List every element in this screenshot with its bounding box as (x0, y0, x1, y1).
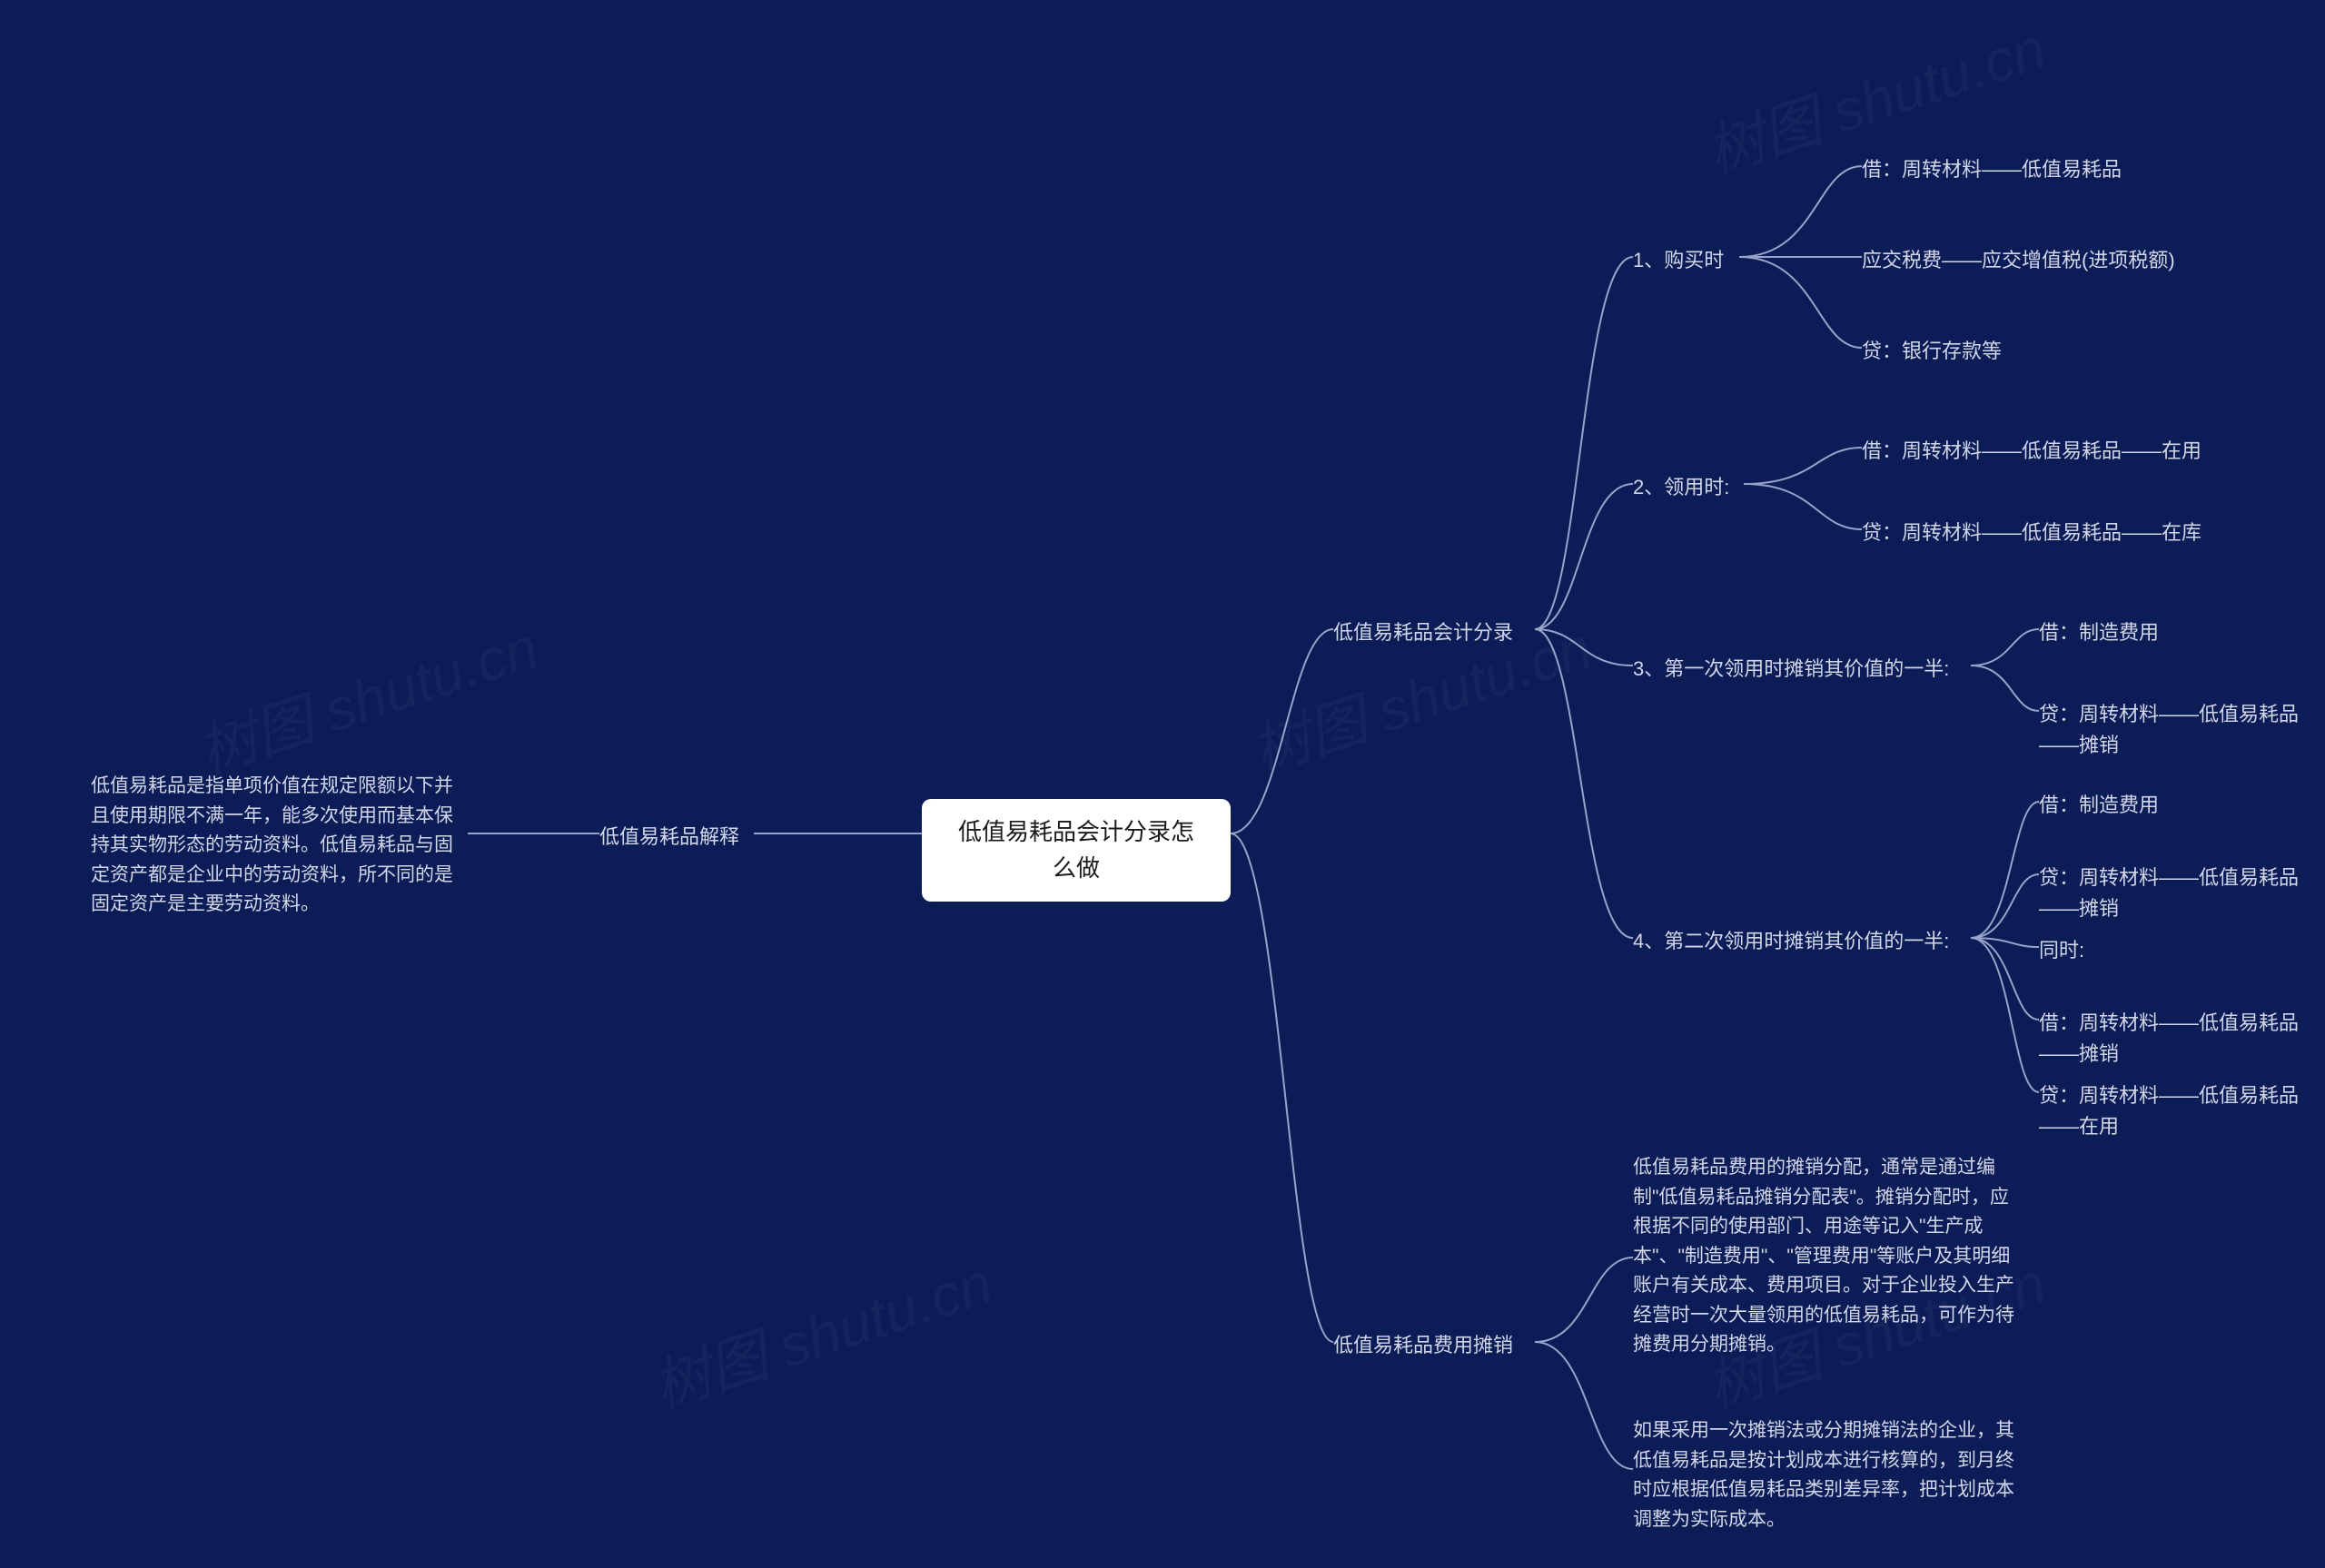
root-node[interactable]: 低值易耗品会计分录怎么做 (922, 799, 1231, 902)
branch-journal-entries[interactable]: 低值易耗品会计分录 (1333, 617, 1513, 648)
entry-first-amortize[interactable]: 3、第一次领用时摊销其价值的一半: (1633, 654, 1949, 685)
leaf: 同时: (2039, 935, 2084, 966)
entry-second-amortize[interactable]: 4、第二次领用时摊销其价值的一半: (1633, 926, 1949, 957)
entry-purchase[interactable]: 1、购买时 (1633, 245, 1724, 276)
leaf: 借：周转材料——低值易耗品——在用 (1862, 436, 2201, 467)
amortization-detail-2: 如果采用一次摊销法或分期摊销法的企业，其低值易耗品是按计划成本进行核算的，到月终… (1633, 1416, 2014, 1534)
leaf: 借：周转材料——低值易耗品 (1862, 154, 2122, 185)
amortization-detail-1: 低值易耗品费用的摊销分配，通常是通过编制"低值易耗品摊销分配表"。摊销分配时，应… (1633, 1153, 2014, 1360)
entry-requisition[interactable]: 2、领用时: (1633, 472, 1729, 503)
leaf: 贷：周转材料——低值易耗品——在库 (1862, 518, 2201, 548)
mindmap-canvas: 树图 shutu.cn 树图 shutu.cn 树图 shutu.cn 树图 s… (0, 0, 2325, 1568)
watermark: 树图 shutu.cn (186, 601, 547, 789)
leaf: 应交税费——应交增值税(进项税额) (1862, 245, 2175, 276)
leaf: 贷：周转材料——低值易耗品——在用 (2039, 1080, 2325, 1142)
watermark: 树图 shutu.cn (640, 1237, 1001, 1425)
branch-explanation[interactable]: 低值易耗品解释 (599, 822, 739, 853)
leaf: 贷：银行存款等 (1862, 336, 2002, 367)
leaf: 借：制造费用 (2039, 790, 2159, 821)
leaf: 贷：周转材料——低值易耗品——摊销 (2039, 863, 2325, 924)
branch-amortization[interactable]: 低值易耗品费用摊销 (1333, 1330, 1513, 1361)
leaf: 借：周转材料——低值易耗品——摊销 (2039, 1008, 2325, 1070)
leaf: 贷：周转材料——低值易耗品——摊销 (2039, 699, 2325, 761)
explanation-detail: 低值易耗品是指单项价值在规定限额以下并且使用期限不满一年，能多次使用而基本保持其… (91, 772, 468, 920)
leaf: 借：制造费用 (2039, 617, 2159, 648)
